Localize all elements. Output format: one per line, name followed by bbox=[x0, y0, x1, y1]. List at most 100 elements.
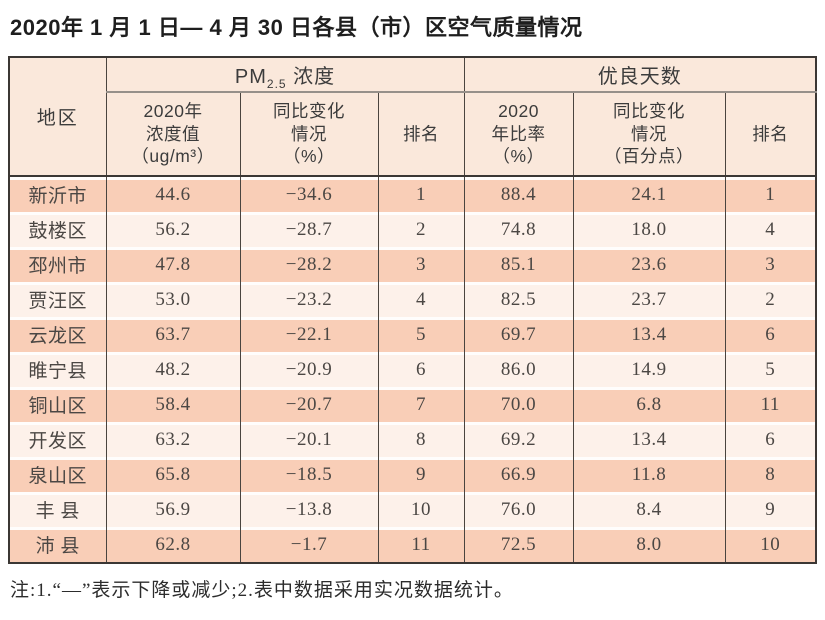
cell-region: 贾汪区 bbox=[8, 282, 107, 317]
cell-days-change: 23.6 bbox=[572, 247, 726, 282]
air-quality-table: 地区 PM2.5 浓度 优良天数 2020年 浓度值 （ug/m³） 同比变化 … bbox=[8, 56, 818, 564]
group-header-good-days: 优良天数 bbox=[463, 56, 817, 93]
cell-region: 开发区 bbox=[8, 422, 107, 457]
cell-days-change: 14.9 bbox=[572, 352, 726, 387]
cell-pm-rank: 10 bbox=[377, 492, 465, 527]
cell-pm-value: 62.8 bbox=[105, 527, 241, 563]
cell-pm-change: −20.1 bbox=[239, 422, 379, 457]
cell-region: 睢宁县 bbox=[8, 352, 107, 387]
sub-header-row: 2020年 浓度值 （ug/m³） 同比变化 情况 （%） 排名 2020 年比… bbox=[9, 91, 817, 177]
cell-days-change: 13.4 bbox=[572, 422, 726, 457]
cell-days-change: 8.0 bbox=[572, 527, 726, 563]
cell-pm-rank: 11 bbox=[377, 527, 465, 563]
table-row: 泉山区 65.8 −18.5 9 66.9 11.8 8 bbox=[8, 457, 817, 492]
cell-days-rank: 11 bbox=[724, 387, 817, 422]
cell-days-rank: 6 bbox=[724, 317, 817, 352]
table-row: 新沂市 44.6 −34.6 1 88.4 24.1 1 bbox=[8, 176, 817, 212]
group-header-pm25: PM2.5 浓度 bbox=[105, 56, 465, 93]
cell-days-rate: 88.4 bbox=[463, 176, 574, 212]
table-row: 沛 县 62.8 −1.7 11 72.5 8.0 10 bbox=[8, 527, 817, 563]
cell-pm-value: 56.9 bbox=[105, 492, 241, 527]
cell-days-rank: 8 bbox=[724, 457, 817, 492]
cell-days-rate: 85.1 bbox=[463, 247, 574, 282]
table-row: 开发区 63.2 −20.1 8 69.2 13.4 6 bbox=[8, 422, 817, 457]
column-header-days-rank: 排名 bbox=[724, 91, 817, 177]
cell-days-rate: 74.8 bbox=[463, 212, 574, 247]
column-header-pm-change: 同比变化 情况 （%） bbox=[239, 91, 379, 177]
cell-pm-value: 58.4 bbox=[105, 387, 241, 422]
cell-pm-change: −28.7 bbox=[239, 212, 379, 247]
cell-pm-rank: 3 bbox=[377, 247, 465, 282]
cell-pm-rank: 4 bbox=[377, 282, 465, 317]
cell-pm-change: −22.1 bbox=[239, 317, 379, 352]
cell-days-rank: 2 bbox=[724, 282, 817, 317]
column-header-pm-rank: 排名 bbox=[377, 91, 465, 177]
column-header-days-rate: 2020 年比率 （%） bbox=[463, 91, 574, 177]
cell-pm-change: −34.6 bbox=[239, 176, 379, 212]
cell-days-rate: 82.5 bbox=[463, 282, 574, 317]
cell-pm-change: −28.2 bbox=[239, 247, 379, 282]
column-header-pm-value: 2020年 浓度值 （ug/m³） bbox=[105, 91, 241, 177]
cell-days-rate: 69.7 bbox=[463, 317, 574, 352]
table-row: 睢宁县 48.2 −20.9 6 86.0 14.9 5 bbox=[8, 352, 817, 387]
cell-days-change: 18.0 bbox=[572, 212, 726, 247]
cell-days-rank: 10 bbox=[724, 527, 817, 563]
table-row: 丰 县 56.9 −13.8 10 76.0 8.4 9 bbox=[8, 492, 817, 527]
cell-region: 沛 县 bbox=[8, 527, 107, 563]
cell-pm-value: 63.7 bbox=[105, 317, 241, 352]
pm-prefix-label: PM bbox=[234, 66, 267, 88]
pm-concentration-label: 浓度 bbox=[286, 66, 336, 88]
cell-pm-value: 48.2 bbox=[105, 352, 241, 387]
cell-days-change: 23.7 bbox=[572, 282, 726, 317]
cell-pm-change: −18.5 bbox=[239, 457, 379, 492]
cell-days-change: 13.4 bbox=[572, 317, 726, 352]
cell-pm-rank: 7 bbox=[377, 387, 465, 422]
cell-region: 丰 县 bbox=[8, 492, 107, 527]
cell-pm-change: −23.2 bbox=[239, 282, 379, 317]
cell-pm-value: 53.0 bbox=[105, 282, 241, 317]
cell-days-change: 24.1 bbox=[572, 176, 726, 212]
cell-pm-value: 56.2 bbox=[105, 212, 241, 247]
cell-pm-value: 63.2 bbox=[105, 422, 241, 457]
cell-days-rate: 69.2 bbox=[463, 422, 574, 457]
pm-subscript-label: 2.5 bbox=[266, 77, 287, 91]
cell-pm-rank: 5 bbox=[377, 317, 465, 352]
cell-region: 新沂市 bbox=[8, 176, 107, 212]
table-row: 铜山区 58.4 −20.7 7 70.0 6.8 11 bbox=[8, 387, 817, 422]
cell-days-rank: 3 bbox=[724, 247, 817, 282]
cell-pm-change: −1.7 bbox=[239, 527, 379, 563]
cell-days-change: 6.8 bbox=[572, 387, 726, 422]
group-header-row: 地区 PM2.5 浓度 优良天数 bbox=[8, 56, 817, 177]
cell-days-rate: 70.0 bbox=[463, 387, 574, 422]
cell-pm-change: −20.9 bbox=[239, 352, 379, 387]
cell-days-rate: 72.5 bbox=[463, 527, 574, 563]
cell-days-change: 11.8 bbox=[572, 457, 726, 492]
cell-pm-value: 47.8 bbox=[105, 247, 241, 282]
cell-pm-rank: 8 bbox=[377, 422, 465, 457]
cell-pm-rank: 9 bbox=[377, 457, 465, 492]
column-header-region: 地区 bbox=[8, 56, 107, 177]
cell-region: 泉山区 bbox=[8, 457, 107, 492]
cell-pm-value: 44.6 bbox=[105, 176, 241, 212]
page-title: 2020年 1 月 1 日— 4 月 30 日各县（市）区空气质量情况 bbox=[10, 15, 583, 40]
cell-pm-rank: 6 bbox=[377, 352, 465, 387]
cell-days-rank: 9 bbox=[724, 492, 817, 527]
cell-pm-value: 65.8 bbox=[105, 457, 241, 492]
cell-days-rank: 4 bbox=[724, 212, 817, 247]
cell-pm-rank: 2 bbox=[377, 212, 465, 247]
table-row: 贾汪区 53.0 −23.2 4 82.5 23.7 2 bbox=[8, 282, 817, 317]
table-header: 地区 PM2.5 浓度 优良天数 2020年 浓度值 （ug/m³） 同比变化 … bbox=[8, 56, 817, 177]
cell-days-change: 8.4 bbox=[572, 492, 726, 527]
cell-days-rank: 6 bbox=[724, 422, 817, 457]
cell-days-rank: 5 bbox=[724, 352, 817, 387]
cell-days-rate: 76.0 bbox=[463, 492, 574, 527]
cell-region: 铜山区 bbox=[8, 387, 107, 422]
footnote: 注:1.“—”表示下降或减少;2.表中数据采用实况数据统计。 bbox=[10, 580, 514, 601]
cell-pm-change: −13.8 bbox=[239, 492, 379, 527]
cell-region: 邳州市 bbox=[8, 247, 107, 282]
cell-days-rate: 86.0 bbox=[463, 352, 574, 387]
table-row: 云龙区 63.7 −22.1 5 69.7 13.4 6 bbox=[8, 317, 817, 352]
column-header-days-change: 同比变化 情况 （百分点） bbox=[572, 91, 726, 177]
cell-days-rate: 66.9 bbox=[463, 457, 574, 492]
